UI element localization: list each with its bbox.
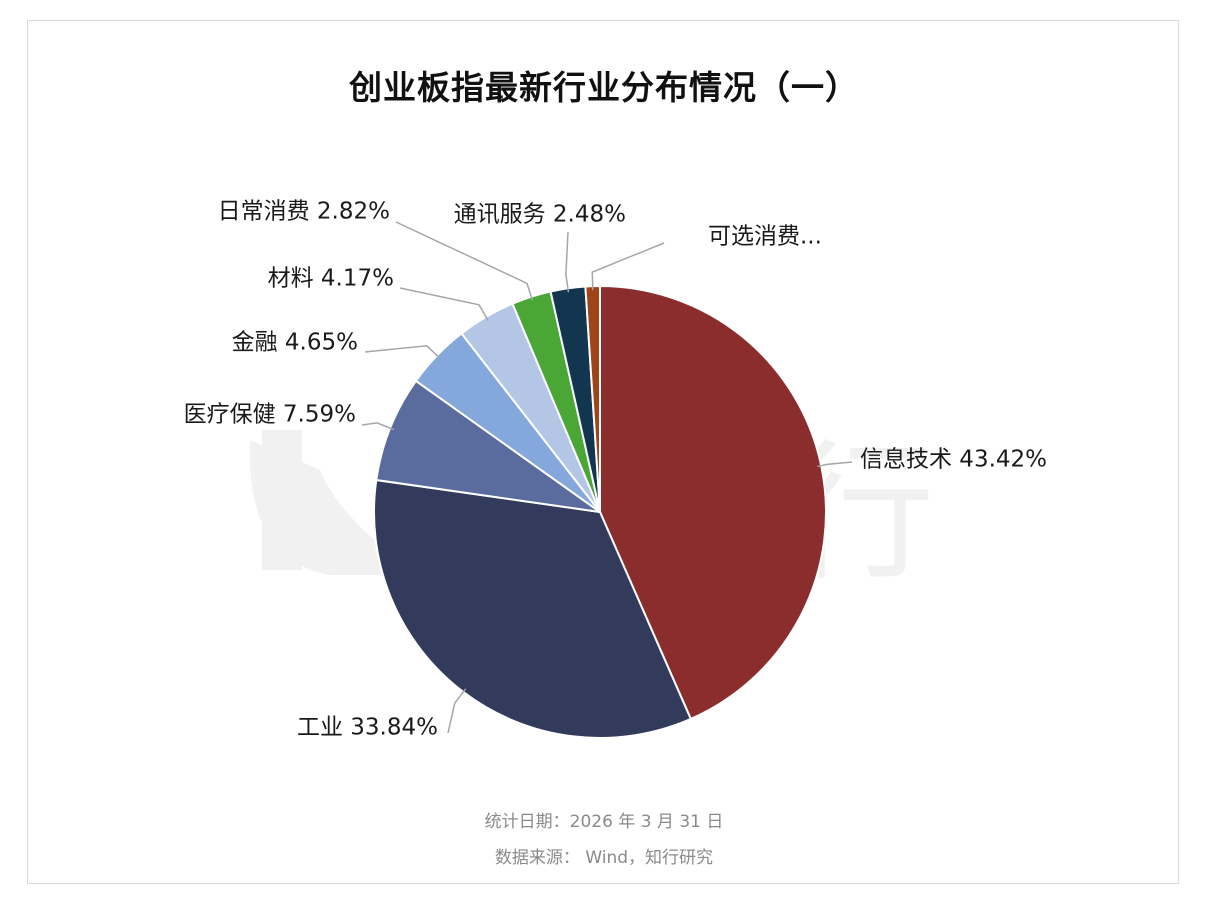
leader-line-8	[591, 242, 665, 291]
slice-label-6: 日常消费 2.82%	[218, 199, 390, 225]
slice-label-5: 材料 4.17%	[268, 266, 394, 292]
slice-label-2: 工业 33.84%	[297, 715, 438, 741]
leader-line-2	[447, 688, 467, 734]
footer-date: 统计日期：2026 年 3 月 31 日	[484, 812, 724, 832]
footer-source: 数据来源： Wind，知行研究	[494, 848, 714, 868]
leader-line-6	[395, 221, 534, 301]
slice-label-8: 可选消费...	[708, 224, 822, 250]
pie-slices	[373, 284, 827, 739]
slice-labels: 信息技术 43.42% 工业 33.84% 医疗保健 7.59% 金融 4.65% 材料…	[184, 199, 1047, 741]
leader-line-1	[817, 461, 853, 468]
slice-label-1: 信息技术 43.42%	[860, 447, 1047, 473]
chart-title: 创业板指最新行业分布情况（一）	[349, 68, 859, 107]
leader-line-3	[361, 422, 395, 431]
leader-line-7	[565, 231, 570, 293]
slice-label-4: 金融 4.65%	[232, 330, 358, 356]
leader-line-4	[364, 345, 441, 359]
leader-line-5	[399, 287, 489, 321]
slice-label-3: 医疗保健 7.59%	[184, 402, 356, 428]
leader-lines	[361, 221, 853, 734]
slice-label-7: 通讯服务 2.48%	[454, 202, 626, 228]
